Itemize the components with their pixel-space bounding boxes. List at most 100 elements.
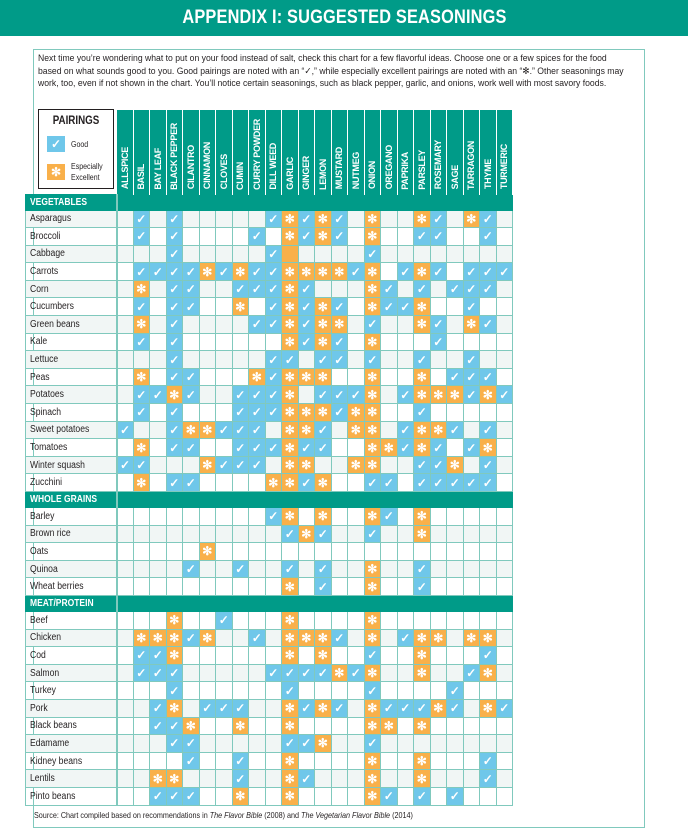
empty-cell — [281, 542, 299, 561]
excellent-pairing-cell: ✻ — [281, 262, 299, 281]
food-label: Beef — [25, 610, 118, 630]
empty-cell — [330, 524, 348, 544]
check-icon: ✓ — [235, 701, 246, 716]
empty-cell — [380, 209, 398, 229]
good-pairing-cell: ✓ — [149, 698, 167, 718]
asterisk-icon: ✻ — [416, 718, 427, 733]
empty-cell — [314, 455, 332, 475]
asterisk-icon: ✻ — [433, 630, 444, 645]
asterisk-icon: ✻ — [202, 458, 213, 473]
good-pairing-cell: ✓ — [182, 751, 200, 771]
food-label: Cod — [25, 646, 118, 665]
empty-cell — [396, 227, 414, 246]
asterisk-icon: ✻ — [202, 544, 213, 559]
column-header-cloves: CLOVES — [215, 110, 233, 194]
empty-cell — [429, 542, 447, 561]
food-label: Lentils — [25, 769, 118, 788]
good-pairing-cell: ✓ — [165, 262, 183, 281]
check-icon: ✓ — [301, 229, 312, 244]
excellent-pairing-cell: ✻ — [281, 367, 299, 387]
check-icon: ✓ — [400, 264, 411, 279]
empty-cell — [248, 751, 266, 771]
check-icon: ✓ — [185, 630, 196, 645]
asterisk-icon: ✻ — [317, 405, 328, 420]
empty-cell — [116, 332, 134, 352]
section-label-text: WHOLE GRAINS — [30, 494, 98, 505]
food-name: Cabbage — [30, 248, 65, 260]
good-pairing-cell: ✓ — [165, 332, 183, 352]
empty-cell — [231, 244, 249, 264]
empty-cell — [248, 663, 266, 683]
check-icon: ✓ — [433, 317, 444, 332]
column-header-allspice: ALLSPICE — [116, 110, 134, 194]
table-row: Lettuce ✓ ✓ ✓ ✓ ✓ ✓ ✓ ✓ — [25, 350, 513, 369]
asterisk-icon: ✻ — [284, 440, 295, 455]
intro-paragraph: Next time you’re wondering what to put o… — [38, 53, 624, 90]
good-pairing-cell: ✓ — [446, 420, 464, 440]
section-row-whole-grains: WHOLE GRAINS — [25, 491, 513, 508]
empty-cell — [215, 646, 233, 665]
food-name: Cod — [30, 649, 46, 661]
empty-cell — [264, 681, 282, 700]
good-pairing-cell: ✓ — [462, 385, 480, 405]
asterisk-icon: ✻ — [383, 718, 394, 733]
asterisk-icon: ✻ — [367, 264, 378, 279]
excellent-pairing-cell: ✻ — [314, 332, 332, 352]
good-pairing-cell: ✓ — [380, 297, 398, 317]
good-pairing-cell: ✓ — [182, 385, 200, 405]
empty-cell — [396, 244, 414, 264]
check-icon: ✓ — [251, 264, 262, 279]
check-icon: ✓ — [301, 736, 312, 751]
good-pairing-cell: ✓ — [132, 297, 150, 317]
check-icon: ✓ — [235, 387, 246, 402]
check-icon: ✓ — [334, 229, 345, 244]
good-pairing-cell: ✓ — [396, 420, 414, 440]
column-header-label: TARRAGON — [466, 140, 477, 190]
empty-cell — [132, 577, 150, 596]
good-pairing-cell: ✓ — [446, 473, 464, 492]
check-icon: ✓ — [136, 334, 147, 349]
column-header-label: THYME — [482, 159, 493, 190]
empty-cell — [198, 209, 216, 229]
empty-cell — [149, 542, 167, 561]
empty-cell — [198, 473, 216, 492]
empty-cell — [198, 663, 216, 683]
empty-cell — [429, 403, 447, 422]
table-row: Edamame ✓ ✓ ✓ ✓ ✻ ✓ — [25, 734, 513, 753]
column-header-label: CINNAMON — [202, 142, 213, 190]
empty-cell — [116, 473, 134, 492]
check-icon: ✓ — [136, 387, 147, 402]
empty-cell — [446, 403, 464, 422]
food-label: Peas — [25, 367, 118, 387]
empty-cell — [495, 542, 513, 561]
empty-cell — [231, 542, 249, 561]
check-icon: ✓ — [383, 282, 394, 297]
check-icon: ✓ — [268, 509, 279, 524]
asterisk-icon: ✻ — [169, 630, 180, 645]
check-icon: ✓ — [367, 526, 378, 541]
empty-cell — [248, 507, 266, 526]
good-pairing-cell: ✓ — [182, 279, 200, 299]
asterisk-icon: ✻ — [350, 405, 361, 420]
empty-cell — [198, 403, 216, 422]
empty-cell — [479, 524, 497, 544]
check-icon: ✓ — [185, 562, 196, 577]
check-icon: ✓ — [251, 282, 262, 297]
asterisk-icon: ✻ — [416, 754, 427, 769]
empty-cell — [396, 332, 414, 352]
food-name: Asparagus — [30, 213, 72, 225]
column-header-tarragon: TARRAGON — [462, 110, 480, 194]
check-icon: ✓ — [334, 211, 345, 226]
empty-cell — [264, 332, 282, 352]
asterisk-icon: ✻ — [301, 458, 312, 473]
excellent-pairing-cell: ✻ — [264, 473, 282, 492]
asterisk-icon: ✻ — [367, 229, 378, 244]
asterisk-icon: ✻ — [433, 422, 444, 437]
check-icon: ✓ — [235, 282, 246, 297]
good-pairing-cell: ✓ — [264, 209, 282, 229]
empty-cell — [248, 297, 266, 317]
asterisk-icon: ✻ — [367, 509, 378, 524]
good-pairing-cell: ✓ — [429, 455, 447, 475]
empty-cell — [215, 628, 233, 648]
empty-cell — [116, 610, 134, 630]
